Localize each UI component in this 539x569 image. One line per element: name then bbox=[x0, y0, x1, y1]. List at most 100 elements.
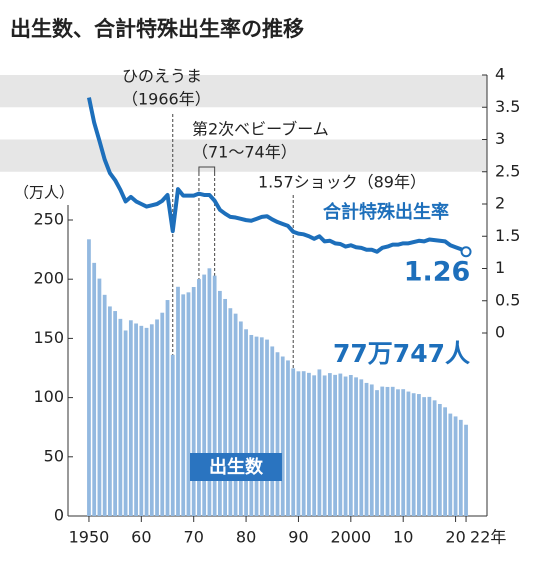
y-tick-label: 100 bbox=[33, 387, 64, 406]
bar bbox=[291, 368, 296, 516]
bar bbox=[390, 386, 395, 516]
bar bbox=[427, 396, 432, 516]
bar bbox=[464, 424, 468, 516]
bar bbox=[244, 329, 248, 516]
series-label: 出生数 bbox=[209, 456, 264, 478]
annotation-note: （1966年） bbox=[122, 90, 211, 109]
bar bbox=[443, 407, 447, 516]
value-label: 77万747人 bbox=[333, 339, 470, 368]
y-axis-label: （万人） bbox=[14, 184, 74, 202]
y-tick-label: 0 bbox=[54, 506, 64, 525]
bar bbox=[123, 330, 128, 516]
bar bbox=[202, 274, 207, 516]
bar bbox=[448, 413, 453, 516]
bar bbox=[348, 374, 353, 516]
bar bbox=[275, 352, 280, 516]
x-tick-label: 60 bbox=[131, 528, 151, 547]
bar bbox=[375, 390, 379, 516]
bar bbox=[102, 294, 107, 516]
y2-tick-label: 2.5 bbox=[495, 161, 520, 180]
bar bbox=[458, 419, 463, 516]
bar bbox=[259, 337, 264, 516]
bar bbox=[406, 391, 411, 516]
bar bbox=[437, 403, 442, 516]
bar bbox=[134, 323, 138, 516]
line bbox=[86, 97, 467, 254]
annotation: 1.57ショック（89年） bbox=[258, 173, 426, 192]
bar bbox=[432, 400, 437, 516]
y2-tick-label: 4 bbox=[495, 65, 505, 84]
series-label: 合計特殊出生率 bbox=[323, 201, 449, 223]
bar bbox=[197, 279, 201, 516]
bar bbox=[144, 327, 149, 516]
bar bbox=[301, 371, 306, 516]
bar bbox=[118, 318, 123, 516]
bar bbox=[186, 292, 191, 516]
annotation: 第2次ベビーブーム bbox=[192, 120, 329, 139]
bar bbox=[380, 386, 385, 516]
bar bbox=[322, 375, 327, 516]
x-tick-label: 80 bbox=[236, 528, 256, 547]
bar bbox=[385, 386, 390, 516]
bar bbox=[113, 311, 118, 516]
y2-tick-label: 0.5 bbox=[495, 290, 520, 309]
bar bbox=[212, 275, 217, 516]
y-tick-label: 50 bbox=[44, 446, 64, 465]
end-point bbox=[460, 246, 472, 258]
bar bbox=[233, 313, 238, 516]
bar bbox=[312, 375, 317, 516]
y2-tick-label: 1.5 bbox=[495, 226, 520, 245]
y2-tick-label: 3 bbox=[495, 129, 505, 148]
bar bbox=[149, 324, 154, 516]
annotation-bracket bbox=[198, 166, 216, 173]
y2-tick-label: 2 bbox=[495, 194, 505, 213]
y2-tick-label: 0 bbox=[495, 323, 505, 342]
x-tick-label: 20 bbox=[445, 528, 465, 547]
bar bbox=[155, 319, 159, 516]
x-tick-label: 22年 bbox=[470, 528, 506, 547]
bar bbox=[170, 354, 175, 516]
bar bbox=[286, 360, 290, 516]
bar bbox=[317, 369, 322, 516]
y-tick-label: 200 bbox=[33, 269, 64, 288]
band bbox=[0, 75, 487, 108]
bar bbox=[338, 373, 343, 516]
bar bbox=[364, 382, 369, 516]
bar bbox=[343, 376, 348, 516]
bar bbox=[270, 346, 275, 516]
bar bbox=[87, 239, 91, 516]
bar bbox=[92, 262, 97, 516]
bar bbox=[181, 294, 186, 516]
bar bbox=[354, 377, 358, 516]
bar bbox=[97, 278, 102, 516]
bar bbox=[128, 320, 133, 516]
bar bbox=[296, 371, 301, 516]
bar bbox=[396, 389, 400, 516]
y-tick-label: 250 bbox=[33, 210, 64, 229]
x-tick-label: 1950 bbox=[69, 528, 110, 547]
bar bbox=[207, 268, 212, 516]
x-tick-label: 10 bbox=[393, 528, 413, 547]
series-label-box bbox=[190, 453, 282, 481]
bar bbox=[218, 290, 222, 516]
bar bbox=[453, 416, 458, 516]
bar bbox=[265, 339, 269, 516]
bar bbox=[191, 287, 196, 516]
x-tick-label: 2000 bbox=[330, 528, 371, 547]
bar bbox=[139, 325, 144, 516]
bar bbox=[422, 397, 427, 516]
y-tick-label: 150 bbox=[33, 328, 64, 347]
bar bbox=[327, 373, 332, 516]
bar bbox=[254, 336, 259, 516]
bar bbox=[369, 384, 374, 516]
chart-title: 出生数、合計特殊出生率の推移 bbox=[10, 17, 304, 41]
bar bbox=[280, 356, 285, 516]
bar bbox=[359, 379, 364, 516]
bar bbox=[249, 334, 254, 516]
x-tick-label: 70 bbox=[184, 528, 204, 547]
bar bbox=[333, 374, 337, 516]
bar bbox=[411, 393, 416, 516]
bar bbox=[176, 286, 180, 516]
annotation-note: （71～74年） bbox=[192, 143, 297, 162]
